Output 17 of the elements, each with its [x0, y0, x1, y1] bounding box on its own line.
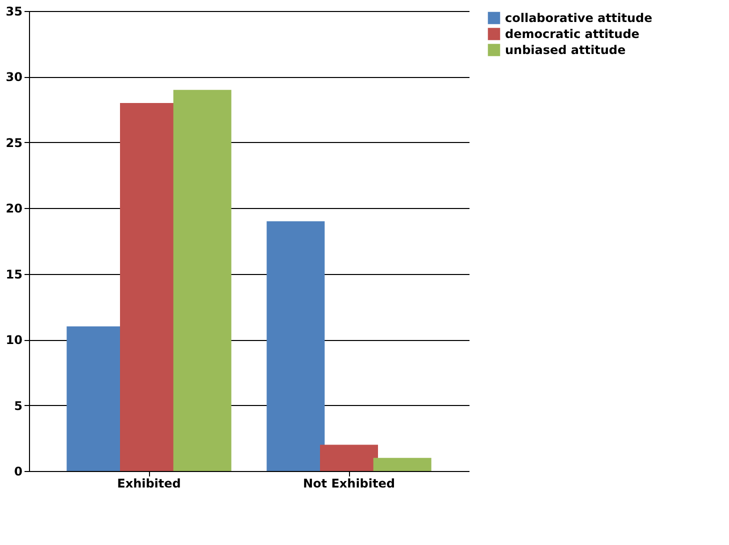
legend-label: collaborative attitude [505, 11, 652, 25]
y-tick-label: 30 [6, 70, 22, 84]
bar [173, 90, 232, 471]
legend-label: unbiased attitude [505, 43, 626, 57]
y-tick-label: 20 [6, 202, 22, 216]
y-tick-label: 15 [6, 267, 22, 282]
y-tick-label: 5 [14, 398, 22, 413]
bar [266, 221, 325, 471]
y-tick-label: 0 [14, 464, 22, 478]
y-tick-label: 25 [6, 136, 22, 150]
x-tick-label: Not Exhibited [303, 476, 395, 490]
y-tick-label: 10 [6, 333, 22, 348]
bar [320, 444, 378, 471]
bar [373, 458, 432, 471]
y-tick-label: 35 [6, 4, 22, 18]
x-tick-label: Exhibited [117, 476, 181, 490]
legend-label: democratic attitude [505, 27, 640, 41]
